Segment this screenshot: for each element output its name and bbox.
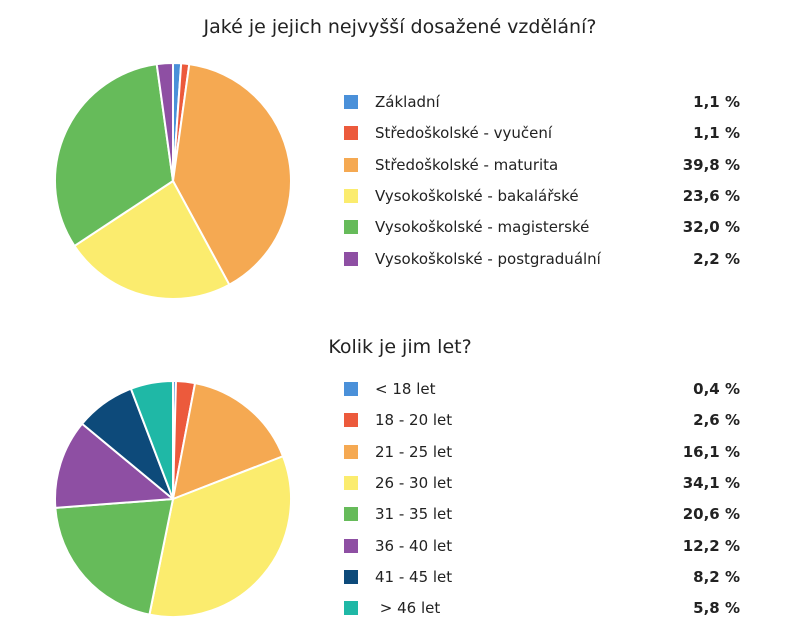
legend-item: 26 - 30 let 34,1 % — [344, 472, 740, 494]
legend-label: Vysokoškolské - postgraduální — [375, 249, 601, 268]
pie-slice-3 — [172, 63, 292, 286]
legend-percentage: 0,4 % — [693, 380, 740, 398]
legend-item: Středoškolské - vyučení 1,1 % — [344, 122, 740, 144]
legend-swatch — [344, 538, 358, 553]
legend-item: Vysokoškolské - bakalářské 23,6 % — [344, 185, 740, 207]
legend-label: Vysokoškolské - bakalářské — [375, 186, 579, 205]
legend-percentage: 5,8 % — [693, 599, 740, 618]
legend-label: < 18 let — [375, 380, 436, 398]
legend-item: 31 - 35 let 20,6 % — [344, 503, 740, 525]
legend-label: Vysokoškolské - magisterské — [375, 218, 590, 237]
legend-label: 26 - 30 let — [375, 473, 453, 492]
legend-item: Vysokoškolské - magisterské 32,0 % — [344, 216, 740, 238]
legend-swatch — [344, 220, 358, 235]
pie-slice-8 — [129, 380, 174, 500]
legend-swatch — [344, 475, 358, 490]
legend-label: Středoškolské - maturita — [375, 155, 559, 174]
legend-swatch — [344, 95, 358, 109]
legend-label: 31 - 35 let — [375, 505, 453, 524]
pie-slice-5 — [54, 63, 174, 247]
legend-label: 41 - 45 let — [375, 567, 453, 586]
legend-swatch — [344, 601, 358, 616]
legend-percentage: 39,8 % — [682, 155, 740, 174]
legend-swatch — [344, 444, 358, 459]
legend-percentage: 32,0 % — [682, 218, 740, 237]
legend-percentage: 34,1 % — [682, 473, 740, 492]
legend-percentage: 23,6 % — [682, 186, 740, 205]
pie-slice-3 — [172, 382, 284, 500]
pie-slice-6 — [54, 422, 174, 509]
legend-swatch — [344, 507, 358, 522]
legend-swatch — [344, 188, 358, 203]
chart-2-title: Kolik je jim let? — [328, 336, 472, 358]
legend-item: 21 - 25 let 16,1 % — [344, 441, 740, 463]
pie-slice-4 — [148, 455, 292, 618]
legend-label: 36 - 40 let — [375, 536, 453, 555]
legend-item: Středoškolské - maturita 39,8 % — [344, 154, 740, 176]
legend-percentage: 8,2 % — [693, 567, 740, 586]
legend-swatch — [344, 413, 358, 428]
legend-item: < 18 let 0,4 % — [344, 378, 740, 400]
legend-percentage: 1,1 % — [693, 93, 740, 111]
legend-percentage: 2,2 % — [693, 249, 740, 268]
chart-1-pie — [54, 61, 292, 300]
chart-2-pie — [54, 380, 292, 618]
chart-1-title: Jaké je jejich nejvyšší dosažené vzdělán… — [203, 16, 597, 38]
legend-percentage: 1,1 % — [693, 124, 740, 143]
legend-item: Vysokoškolské - postgraduální 2,2 % — [344, 248, 740, 270]
legend-item: Základní 1,1 % — [344, 91, 740, 113]
legend-percentage: 12,2 % — [682, 536, 740, 555]
legend-percentage: 2,6 % — [693, 411, 740, 430]
legend-swatch — [344, 569, 358, 584]
legend-label: 18 - 20 let — [375, 411, 453, 430]
legend-swatch — [344, 126, 358, 141]
legend-label: > 46 let — [375, 599, 441, 618]
legend-item: > 46 let 5,8 % — [344, 597, 740, 619]
legend-swatch — [344, 157, 358, 172]
legend-item: 41 - 45 let 8,2 % — [344, 566, 740, 588]
legend-item: 36 - 40 let 12,2 % — [344, 535, 740, 557]
legend-label: Středoškolské - vyučení — [375, 124, 553, 143]
legend-item: 18 - 20 let 2,6 % — [344, 409, 740, 431]
legend-swatch — [344, 251, 358, 266]
pie-slice-6 — [155, 62, 174, 182]
legend-percentage: 16,1 % — [682, 442, 740, 461]
legend-swatch — [344, 382, 358, 396]
pie-slice-5 — [54, 498, 174, 616]
legend-label: 21 - 25 let — [375, 442, 453, 461]
legend-percentage: 20,6 % — [682, 505, 740, 524]
pie-slice-4 — [73, 180, 231, 300]
legend-label: Základní — [375, 93, 440, 111]
